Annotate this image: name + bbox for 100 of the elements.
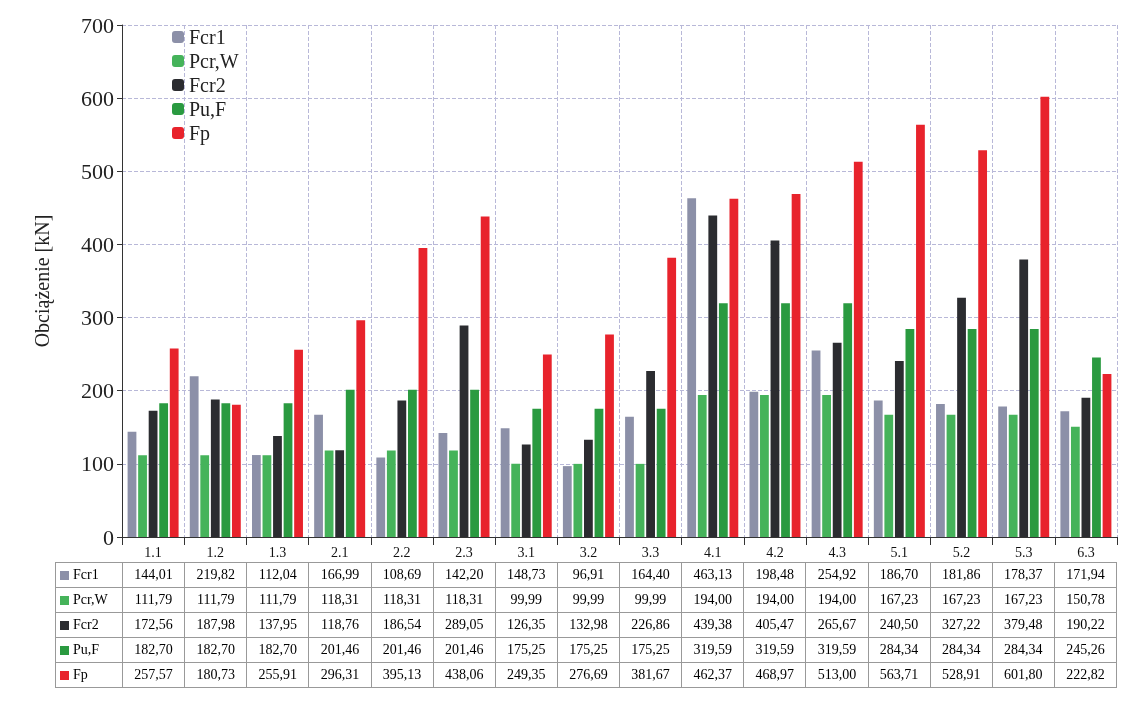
x-tick-label: 1.2	[206, 544, 225, 560]
bar	[946, 414, 956, 537]
data-label: 381,67	[619, 662, 682, 688]
x-tick-label: 5.3	[1014, 544, 1033, 560]
x-tick-label: 2.2	[393, 544, 411, 560]
data-label: 254,92	[805, 562, 868, 588]
data-label: 528,91	[930, 662, 993, 688]
data-label: 126,35	[495, 612, 558, 638]
bar	[356, 320, 366, 537]
bar	[542, 354, 552, 537]
data-label: 405,47	[743, 612, 806, 638]
data-label: 150,78	[1054, 587, 1117, 613]
data-label: 379,48	[992, 612, 1055, 638]
legend-label: Pu,F	[55, 637, 123, 663]
bar	[324, 450, 334, 537]
text: Fcr2	[189, 74, 226, 96]
bar	[605, 334, 614, 537]
data-label: 182,70	[246, 637, 309, 663]
data-label: 319,59	[743, 637, 806, 663]
x-tick-label: 4.2	[766, 544, 784, 560]
data-label: 198,48	[743, 562, 806, 588]
bar	[729, 198, 739, 537]
bar	[687, 198, 697, 537]
data-label: 111,79	[122, 587, 185, 613]
data-label: 182,70	[184, 637, 247, 663]
y-axis-title: Obciążenie [kN]	[31, 214, 54, 348]
data-label: 245,26	[1054, 637, 1117, 663]
bar	[262, 455, 272, 537]
y-tick-label: 100	[81, 451, 114, 477]
bar	[470, 389, 479, 537]
data-label: 137,95	[246, 612, 309, 638]
data-label: 175,25	[619, 637, 682, 663]
data-label: 438,06	[433, 662, 496, 688]
bar	[978, 150, 988, 537]
legend-label: Fcr1	[55, 562, 123, 588]
data-label: 148,73	[495, 562, 558, 588]
legend-label: Fcr2	[55, 612, 123, 638]
data-label: 187,98	[184, 612, 247, 638]
bar	[159, 403, 169, 537]
bar	[781, 303, 790, 537]
bar	[231, 404, 241, 537]
x-tick-label: 3.1	[517, 544, 535, 560]
data-label: 513,00	[805, 662, 868, 688]
data-label: 144,01	[122, 562, 185, 588]
data-label: 296,31	[308, 662, 371, 688]
y-tick-label: 500	[81, 158, 114, 184]
x-tick-label: 2.3	[455, 544, 473, 560]
data-label: 180,73	[184, 662, 247, 688]
data-label: 118,31	[433, 587, 496, 613]
data-label: 265,67	[805, 612, 868, 638]
data-label: 319,59	[805, 637, 868, 663]
data-label: 132,98	[557, 612, 620, 638]
data-label: 186,70	[868, 562, 931, 588]
legend-label: Pcr,W	[55, 587, 123, 613]
bar	[408, 389, 417, 537]
y-tick-label: 300	[81, 305, 114, 331]
bar	[822, 395, 831, 537]
bar	[811, 350, 821, 537]
data-label: 181,86	[930, 562, 993, 588]
bar	[873, 400, 883, 537]
bar	[718, 303, 728, 537]
bar	[791, 193, 801, 537]
y-tick-label: 700	[81, 12, 114, 38]
data-label: 167,23	[992, 587, 1055, 613]
data-label: 118,31	[371, 587, 434, 613]
bar	[1040, 96, 1050, 537]
x-tick-label: 5.2	[952, 544, 971, 560]
bar	[200, 455, 210, 537]
data-label: 182,70	[122, 637, 185, 663]
data-label: 255,91	[246, 662, 309, 688]
x-tick-label: 2.1	[330, 544, 349, 560]
data-label: 99,99	[495, 587, 558, 613]
text: Pu,F	[189, 98, 227, 120]
text: Fp	[73, 667, 88, 682]
bar	[138, 455, 147, 537]
data-label: 99,99	[619, 587, 682, 613]
x-tick-label: 3.2	[579, 544, 598, 560]
data-label: 226,86	[619, 612, 682, 638]
x-tick-label: 1.3	[268, 544, 287, 560]
data-label: 563,71	[868, 662, 931, 688]
data-label: 194,00	[743, 587, 806, 613]
x-tick-label: 4.3	[828, 544, 846, 560]
bar	[573, 463, 583, 537]
bar	[532, 408, 542, 537]
data-label: 462,37	[681, 662, 744, 688]
bar	[449, 450, 458, 537]
bar	[438, 432, 448, 537]
bar	[418, 247, 428, 537]
data-label: 167,23	[930, 587, 993, 613]
data-label: 284,34	[930, 637, 993, 663]
data-label: 172,56	[122, 612, 185, 638]
bar	[843, 303, 853, 537]
y-tick-label: 400	[81, 231, 114, 257]
data-label: 439,38	[681, 612, 744, 638]
bar	[884, 414, 894, 537]
data-label: 468,97	[743, 662, 806, 688]
data-label: 111,79	[246, 587, 309, 613]
data-label: 118,31	[308, 587, 371, 613]
bar	[760, 395, 769, 537]
bar	[294, 349, 303, 537]
